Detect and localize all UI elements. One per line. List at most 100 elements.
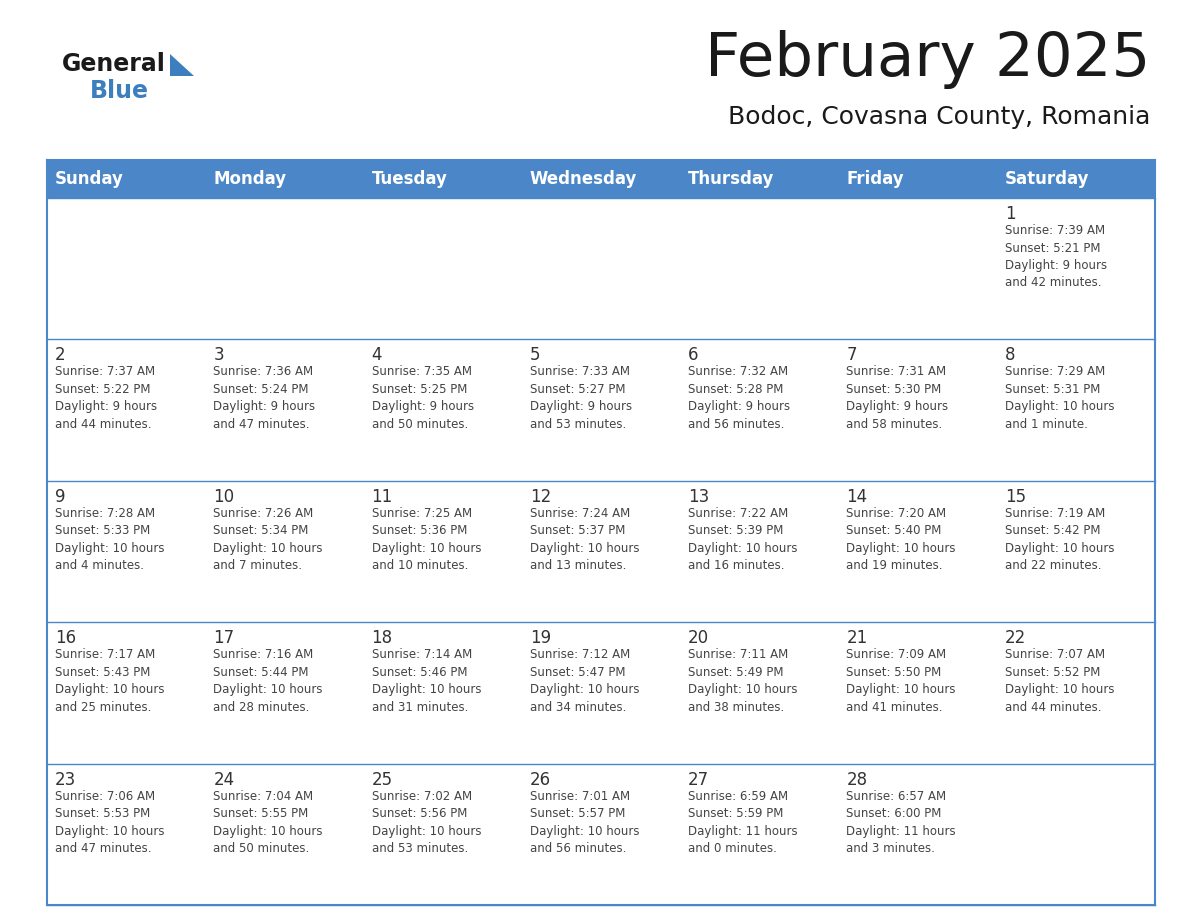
Bar [48,622,206,764]
Bar [997,198,1155,340]
Bar [681,340,839,481]
Text: Sunrise: 6:57 AM
Sunset: 6:00 PM
Daylight: 11 hours
and 3 minutes.: Sunrise: 6:57 AM Sunset: 6:00 PM Dayligh… [846,789,956,855]
Bar [364,622,522,764]
Text: 27: 27 [688,770,709,789]
Text: 1: 1 [1005,205,1016,223]
Text: 17: 17 [214,629,234,647]
Bar [206,764,364,905]
Text: 11: 11 [372,487,393,506]
Bar [681,481,839,622]
Text: 13: 13 [688,487,709,506]
Text: Sunrise: 7:31 AM
Sunset: 5:30 PM
Daylight: 9 hours
and 58 minutes.: Sunrise: 7:31 AM Sunset: 5:30 PM Dayligh… [846,365,948,431]
Text: Sunrise: 7:25 AM
Sunset: 5:36 PM
Daylight: 10 hours
and 10 minutes.: Sunrise: 7:25 AM Sunset: 5:36 PM Dayligh… [372,507,481,572]
Bar [206,622,364,764]
Text: Sunrise: 7:17 AM
Sunset: 5:43 PM
Daylight: 10 hours
and 25 minutes.: Sunrise: 7:17 AM Sunset: 5:43 PM Dayligh… [55,648,164,713]
Text: Blue: Blue [90,79,148,103]
Text: Sunrise: 7:19 AM
Sunset: 5:42 PM
Daylight: 10 hours
and 22 minutes.: Sunrise: 7:19 AM Sunset: 5:42 PM Dayligh… [1005,507,1114,572]
Bar [364,198,522,340]
Bar [522,622,681,764]
Text: Sunrise: 7:14 AM
Sunset: 5:46 PM
Daylight: 10 hours
and 31 minutes.: Sunrise: 7:14 AM Sunset: 5:46 PM Dayligh… [372,648,481,713]
Bar [839,160,997,198]
Bar [839,198,997,340]
Text: 5: 5 [530,346,541,364]
Text: 21: 21 [846,629,867,647]
Bar [364,160,522,198]
Bar [997,340,1155,481]
Text: Sunrise: 7:11 AM
Sunset: 5:49 PM
Daylight: 10 hours
and 38 minutes.: Sunrise: 7:11 AM Sunset: 5:49 PM Dayligh… [688,648,797,713]
Bar [997,622,1155,764]
Text: Sunrise: 7:02 AM
Sunset: 5:56 PM
Daylight: 10 hours
and 53 minutes.: Sunrise: 7:02 AM Sunset: 5:56 PM Dayligh… [372,789,481,855]
Text: 22: 22 [1005,629,1026,647]
Text: Sunrise: 7:24 AM
Sunset: 5:37 PM
Daylight: 10 hours
and 13 minutes.: Sunrise: 7:24 AM Sunset: 5:37 PM Dayligh… [530,507,639,572]
Polygon shape [170,54,194,76]
Text: Sunrise: 7:04 AM
Sunset: 5:55 PM
Daylight: 10 hours
and 50 minutes.: Sunrise: 7:04 AM Sunset: 5:55 PM Dayligh… [214,789,323,855]
Text: February 2025: February 2025 [704,30,1150,89]
Bar [997,481,1155,622]
Text: 4: 4 [372,346,383,364]
Text: Sunrise: 6:59 AM
Sunset: 5:59 PM
Daylight: 11 hours
and 0 minutes.: Sunrise: 6:59 AM Sunset: 5:59 PM Dayligh… [688,789,798,855]
Text: Sunrise: 7:09 AM
Sunset: 5:50 PM
Daylight: 10 hours
and 41 minutes.: Sunrise: 7:09 AM Sunset: 5:50 PM Dayligh… [846,648,956,713]
Bar [48,340,206,481]
Text: 2: 2 [55,346,65,364]
Bar [522,198,681,340]
Text: Sunrise: 7:20 AM
Sunset: 5:40 PM
Daylight: 10 hours
and 19 minutes.: Sunrise: 7:20 AM Sunset: 5:40 PM Dayligh… [846,507,956,572]
Bar [206,340,364,481]
Bar [48,481,206,622]
Bar [364,764,522,905]
Bar [839,622,997,764]
Text: Sunrise: 7:32 AM
Sunset: 5:28 PM
Daylight: 9 hours
and 56 minutes.: Sunrise: 7:32 AM Sunset: 5:28 PM Dayligh… [688,365,790,431]
Text: General: General [62,52,166,76]
Bar [206,198,364,340]
Bar [48,160,206,198]
Bar [681,764,839,905]
Text: Sunrise: 7:28 AM
Sunset: 5:33 PM
Daylight: 10 hours
and 4 minutes.: Sunrise: 7:28 AM Sunset: 5:33 PM Dayligh… [55,507,164,572]
Text: Sunrise: 7:16 AM
Sunset: 5:44 PM
Daylight: 10 hours
and 28 minutes.: Sunrise: 7:16 AM Sunset: 5:44 PM Dayligh… [214,648,323,713]
Text: Sunrise: 7:33 AM
Sunset: 5:27 PM
Daylight: 9 hours
and 53 minutes.: Sunrise: 7:33 AM Sunset: 5:27 PM Dayligh… [530,365,632,431]
Text: Monday: Monday [214,170,286,188]
Text: 12: 12 [530,487,551,506]
Bar [206,160,364,198]
Text: 6: 6 [688,346,699,364]
Text: Tuesday: Tuesday [372,170,448,188]
Text: Sunrise: 7:36 AM
Sunset: 5:24 PM
Daylight: 9 hours
and 47 minutes.: Sunrise: 7:36 AM Sunset: 5:24 PM Dayligh… [214,365,315,431]
Text: Saturday: Saturday [1005,170,1089,188]
Text: 9: 9 [55,487,65,506]
Text: 16: 16 [55,629,76,647]
Text: Sunday: Sunday [55,170,124,188]
Bar [681,198,839,340]
Text: Friday: Friday [846,170,904,188]
Text: Sunrise: 7:39 AM
Sunset: 5:21 PM
Daylight: 9 hours
and 42 minutes.: Sunrise: 7:39 AM Sunset: 5:21 PM Dayligh… [1005,224,1107,289]
Text: 26: 26 [530,770,551,789]
Text: 28: 28 [846,770,867,789]
Text: 24: 24 [214,770,234,789]
Text: 25: 25 [372,770,393,789]
Bar [681,160,839,198]
Bar [48,764,206,905]
Text: Bodoc, Covasna County, Romania: Bodoc, Covasna County, Romania [727,105,1150,129]
Bar [522,764,681,905]
Text: 10: 10 [214,487,234,506]
Text: Thursday: Thursday [688,170,775,188]
Bar [839,340,997,481]
Bar [839,481,997,622]
Bar [681,622,839,764]
Text: Wednesday: Wednesday [530,170,637,188]
Bar [839,764,997,905]
Text: 23: 23 [55,770,76,789]
Bar [997,764,1155,905]
Text: Sunrise: 7:29 AM
Sunset: 5:31 PM
Daylight: 10 hours
and 1 minute.: Sunrise: 7:29 AM Sunset: 5:31 PM Dayligh… [1005,365,1114,431]
Text: Sunrise: 7:07 AM
Sunset: 5:52 PM
Daylight: 10 hours
and 44 minutes.: Sunrise: 7:07 AM Sunset: 5:52 PM Dayligh… [1005,648,1114,713]
Text: Sunrise: 7:26 AM
Sunset: 5:34 PM
Daylight: 10 hours
and 7 minutes.: Sunrise: 7:26 AM Sunset: 5:34 PM Dayligh… [214,507,323,572]
Text: 14: 14 [846,487,867,506]
Bar [364,481,522,622]
Text: 8: 8 [1005,346,1016,364]
Text: Sunrise: 7:06 AM
Sunset: 5:53 PM
Daylight: 10 hours
and 47 minutes.: Sunrise: 7:06 AM Sunset: 5:53 PM Dayligh… [55,789,164,855]
Bar [522,340,681,481]
Bar [522,160,681,198]
Bar [997,160,1155,198]
Text: Sunrise: 7:12 AM
Sunset: 5:47 PM
Daylight: 10 hours
and 34 minutes.: Sunrise: 7:12 AM Sunset: 5:47 PM Dayligh… [530,648,639,713]
Text: 19: 19 [530,629,551,647]
Text: 20: 20 [688,629,709,647]
Bar [48,198,206,340]
Bar [206,481,364,622]
